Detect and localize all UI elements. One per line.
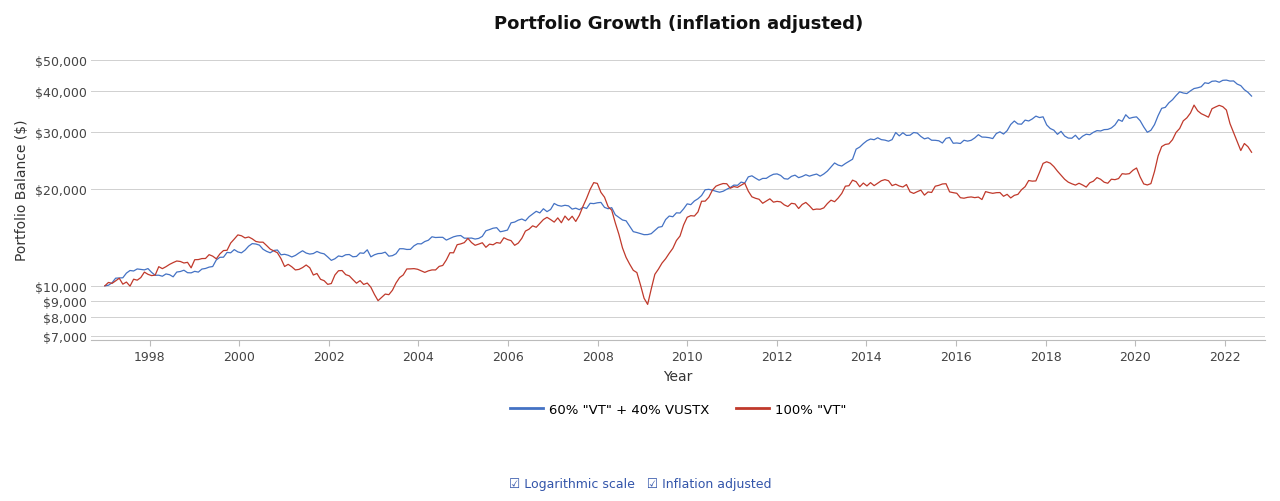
Title: Portfolio Growth (inflation adjusted): Portfolio Growth (inflation adjusted) [494, 15, 863, 33]
Text: ☑ Logarithmic scale   ☑ Inflation adjusted: ☑ Logarithmic scale ☑ Inflation adjusted [508, 477, 772, 490]
Y-axis label: Portfolio Balance ($): Portfolio Balance ($) [15, 120, 29, 261]
X-axis label: Year: Year [663, 369, 692, 383]
Legend: 60% "VT" + 40% VUSTX, 100% "VT": 60% "VT" + 40% VUSTX, 100% "VT" [504, 398, 852, 421]
